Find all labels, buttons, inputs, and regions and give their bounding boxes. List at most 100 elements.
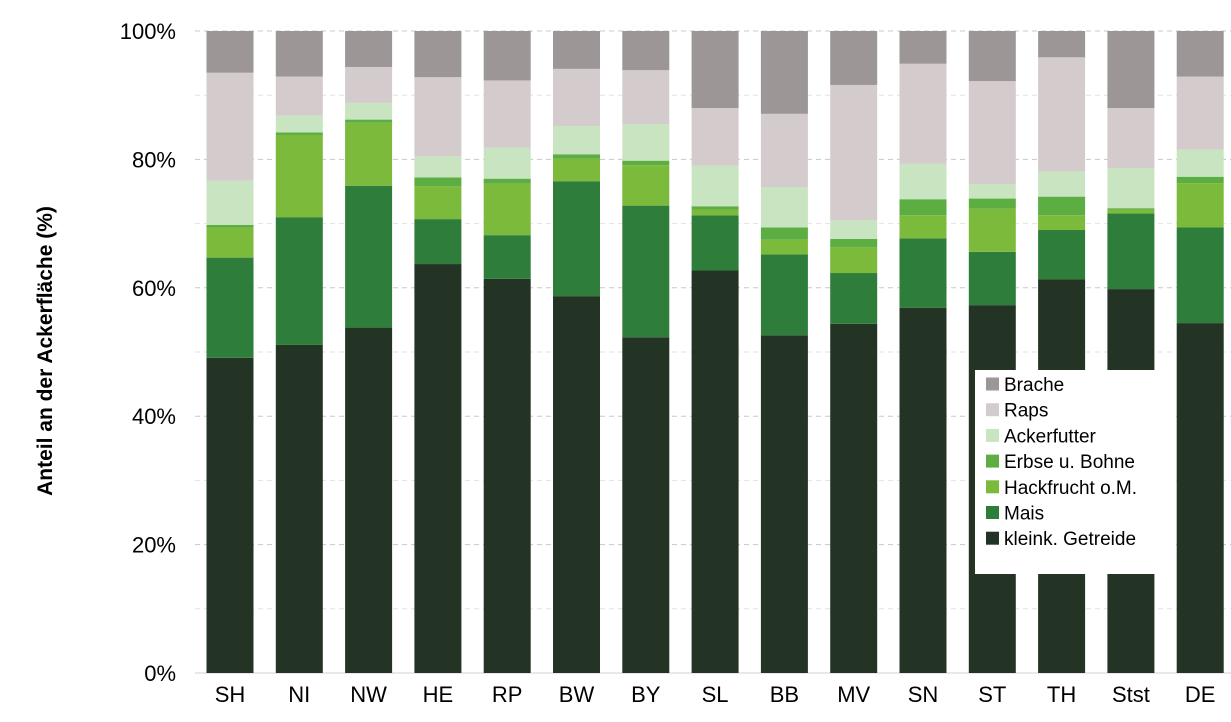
bar-segment — [1038, 215, 1086, 231]
bar-segment — [899, 163, 947, 200]
bar-segment — [414, 186, 462, 220]
bar-segment — [1038, 31, 1086, 58]
bar-segment — [622, 124, 670, 161]
bar-segment — [622, 205, 670, 338]
y-tick-labels: 0% 20% 40% 60% 80% 100% — [120, 19, 176, 686]
bar-segment — [483, 235, 531, 279]
x-tick-label: NI — [288, 682, 310, 707]
bar-segment — [1176, 31, 1224, 77]
bar-segment — [206, 72, 254, 181]
bar-segment — [899, 307, 947, 673]
legend-swatch — [986, 531, 999, 545]
bar-segment — [553, 68, 600, 127]
bar-segment — [968, 251, 1016, 306]
x-tick-label: DE — [1185, 682, 1216, 707]
bar-segment — [1038, 171, 1086, 197]
bar-segment — [1176, 176, 1224, 184]
y-axis-title: Anteil an der Ackerfläche (%) — [34, 206, 57, 496]
legend-label: Erbse u. Bohne — [1004, 452, 1135, 473]
x-tick-label: SH — [215, 682, 246, 707]
x-tick-label: TH — [1047, 682, 1076, 707]
bar-segment — [206, 357, 254, 673]
y-tick-label: 0% — [144, 661, 176, 686]
bar-segment — [414, 156, 462, 178]
bar-segment — [414, 219, 462, 265]
x-tick-label: SN — [908, 682, 939, 707]
legend-label: Raps — [1004, 401, 1048, 422]
bar-segment — [206, 180, 254, 225]
legend-label: Brache — [1004, 375, 1064, 396]
bar-segment — [275, 132, 323, 136]
bar-segment — [760, 254, 808, 336]
bar-segment — [760, 113, 808, 188]
bar-segment — [553, 154, 600, 159]
x-tick-label: RP — [492, 682, 523, 707]
bar-segment — [483, 147, 531, 179]
bar-segment — [830, 31, 878, 85]
legend-swatch — [986, 480, 999, 494]
bar-segment — [553, 296, 600, 673]
bars — [206, 31, 1224, 673]
legend-label: Hackfrucht o.M. — [1004, 478, 1137, 499]
bar-segment — [553, 31, 600, 69]
bar-segment — [1176, 323, 1224, 673]
y-tick-label: 80% — [132, 147, 176, 172]
x-tick-label: ST — [978, 682, 1006, 707]
bar-segment — [1107, 168, 1155, 209]
bar-segment — [691, 31, 739, 109]
bar-segment — [830, 84, 878, 221]
bar-segment — [483, 278, 531, 673]
bar-segment — [275, 115, 323, 133]
bar-segment — [968, 31, 1016, 82]
bar-segment — [414, 264, 462, 673]
bar-segment — [691, 165, 739, 207]
y-tick-label: 60% — [132, 276, 176, 301]
bar-segment — [275, 344, 323, 673]
bar-segment — [1176, 183, 1224, 228]
x-tick-label: BY — [631, 682, 661, 707]
bar-segment — [1176, 227, 1224, 324]
bar-segment — [1107, 209, 1155, 214]
legend-box — [975, 370, 1175, 574]
x-tick-label: SL — [702, 682, 729, 707]
bar-segment — [691, 206, 739, 210]
y-tick-label: 20% — [132, 533, 176, 558]
bar-segment — [206, 31, 254, 73]
bar-segment — [206, 257, 254, 358]
bar-segment — [553, 181, 600, 297]
bar-segment — [1038, 230, 1086, 280]
bar-segment — [1107, 108, 1155, 169]
bar-segment — [345, 327, 393, 673]
x-tick-label: HE — [423, 682, 454, 707]
bar-segment — [622, 70, 670, 125]
bar-segment — [345, 185, 393, 328]
bar-segment — [1038, 196, 1086, 216]
bar-segment — [691, 215, 739, 271]
bar-segment — [760, 335, 808, 673]
bar-segment — [1107, 213, 1155, 290]
bar-segment — [345, 66, 393, 103]
bar-segment — [345, 119, 393, 123]
bar-segment — [275, 31, 323, 77]
bar-segment — [968, 208, 1016, 252]
bar-segment — [622, 31, 670, 71]
bar-segment — [691, 209, 739, 216]
bar-segment — [760, 239, 808, 255]
bar-segment — [483, 31, 531, 81]
bar-segment — [830, 247, 878, 274]
bar-segment — [899, 215, 947, 239]
bar-segment — [206, 224, 254, 228]
bar-segment — [275, 76, 323, 116]
legend: Brache Raps Ackerfutter Erbse u. Bohne Hackf… — [975, 370, 1175, 574]
bar-segment — [1107, 31, 1155, 109]
bar-segment — [553, 158, 600, 182]
legend-swatch — [986, 403, 999, 417]
bar-segment — [760, 187, 808, 228]
x-tick-label: NW — [350, 682, 387, 707]
x-tick-label: BW — [559, 682, 595, 707]
legend-swatch — [986, 454, 999, 468]
bar-segment — [414, 177, 462, 187]
legend-label: Ackerfutter — [1004, 426, 1097, 447]
bar-segment — [345, 122, 393, 186]
